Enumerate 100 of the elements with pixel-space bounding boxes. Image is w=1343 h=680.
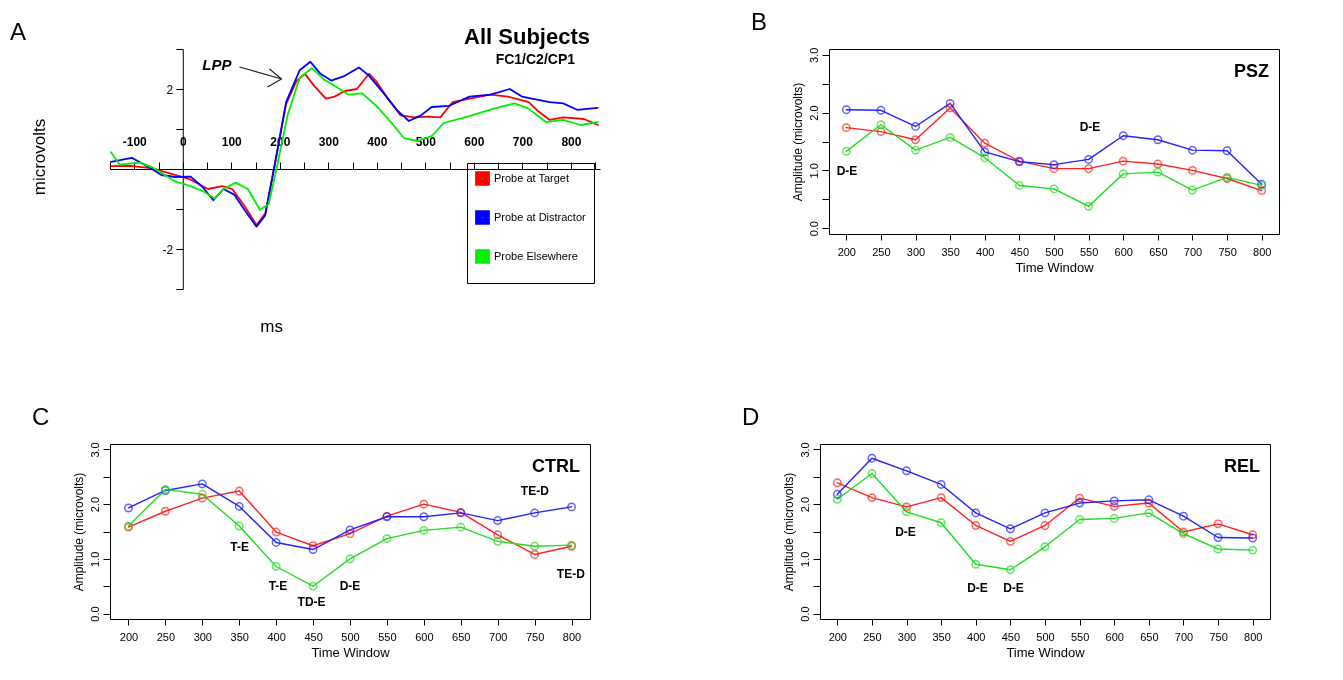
point [971,559,981,569]
point [197,493,207,503]
x-tick-label: 650 [1149,245,1168,258]
y-tick-label: 3.0 [798,442,811,458]
point [1109,496,1119,506]
point [124,503,133,513]
x-tick-label: 300 [193,630,212,643]
point [1040,508,1050,518]
y-tick-label: 1.0 [807,163,820,179]
x-tick-label: 650 [452,630,471,643]
point [867,469,877,478]
point [382,534,392,544]
point [197,489,207,499]
point [530,541,540,551]
point [493,530,503,540]
point [832,478,842,488]
point [832,489,842,499]
x-tick-label: 650 [1140,630,1159,643]
annotation: D-E [1003,580,1024,595]
x-tick-label: 300 [897,630,917,643]
x-tick-label: 400 [367,134,388,149]
y-tick-label: 0.0 [88,606,101,622]
x-tick-label: 300 [906,245,926,258]
point [876,127,886,137]
point [1005,536,1015,546]
point [936,493,946,503]
annotation: TD-E [297,594,326,609]
point [980,138,990,148]
point [419,499,429,509]
point [308,581,318,591]
point [1118,156,1128,166]
annotation: TE-D [556,566,586,581]
y-tick-label: 0.0 [798,606,811,622]
point [308,541,318,551]
point [1118,131,1128,141]
point [1049,164,1059,174]
y-tick-label: 2.0 [88,497,101,513]
chart-subtitle: FC1/C2/CP1 [495,51,576,67]
point [345,554,355,564]
x-tick-label: 250 [156,630,176,643]
point [1084,201,1094,211]
point [1188,145,1197,155]
legend-label: Probe at Distractor [494,210,587,223]
point [1153,135,1163,145]
point [841,123,851,133]
point [1109,501,1119,511]
x-tick-label: 250 [863,630,882,643]
point [1222,146,1232,156]
x-axis-title: ms [260,317,284,336]
point [271,527,281,537]
x-tick-label: 700 [1174,630,1194,643]
annotation: TE-D [520,484,550,499]
point [493,516,503,526]
point [419,525,429,535]
point [936,480,946,489]
annotation: D-E [895,524,916,539]
point [1153,167,1163,177]
point [841,105,851,115]
x-tick-label: 400 [976,245,995,258]
x-axis-title: Time Window [311,644,391,660]
point [1257,186,1267,196]
point [1040,542,1050,552]
x-tick-label: 400 [967,630,986,643]
point [530,550,540,559]
x-tick-label: 800 [1253,245,1272,258]
y-axis-title: Amplitude (microvolts) [71,472,86,592]
x-tick-label: 250 [872,245,891,258]
y-axis-title: microvolts [30,118,49,196]
point [530,508,540,518]
point [876,120,886,130]
y-tick-label: 1.0 [88,551,101,567]
point [971,508,981,518]
point [1213,519,1223,529]
legend-label: Probe at Target [494,171,570,184]
annotation: D-E [1079,119,1101,134]
x-tick-label: 500 [341,630,360,643]
point [911,122,920,131]
point [1084,154,1094,164]
y-tick-label: 0.0 [807,221,820,237]
y-tick-label: -2 [162,242,174,257]
x-tick-label: 750 [1218,245,1237,258]
point [980,147,990,157]
point [1049,184,1059,194]
text: C [32,403,50,430]
point [567,502,576,512]
y-tick-label: 2.0 [807,105,820,121]
x-tick-label: 800 [561,134,582,149]
x-tick-label: 200 [119,630,139,643]
point [419,512,429,522]
text: D [742,403,760,430]
y-tick-label: 3.0 [807,47,820,63]
x-tick-label: 200 [837,245,856,258]
point [271,537,281,547]
point [1118,169,1128,179]
annotation: LPP [202,56,233,73]
x-tick-label: 550 [1079,245,1099,258]
x-tick-label: 450 [1001,630,1021,643]
point [1179,511,1188,521]
x-tick-label: -100 [122,134,148,149]
y-tick-label: 1.0 [798,551,811,567]
